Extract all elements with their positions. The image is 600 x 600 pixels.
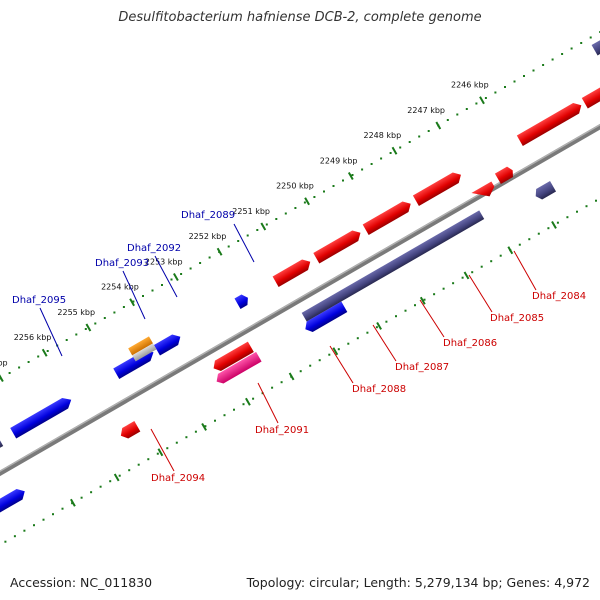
leader-line-dhaf-2086 — [419, 299, 445, 338]
gene-dhaf-2091[interactable] — [211, 341, 254, 374]
major-tick-outer — [85, 323, 92, 332]
gene-dhaf-2096[interactable] — [0, 435, 4, 471]
leader-line-dhaf-2091 — [257, 382, 279, 424]
gene-dhaf-2084b[interactable] — [471, 181, 497, 203]
major-tick-outer — [41, 348, 48, 357]
tick-label: 2255 kbp — [57, 308, 95, 317]
tick-label: 2250 kbp — [276, 182, 314, 191]
gene-dhaf-2090[interactable] — [214, 351, 262, 386]
gene-dhaf-2092[interactable] — [153, 332, 183, 356]
tick-label: 2256 kbp — [14, 333, 52, 342]
genes-minus-strand — [0, 181, 557, 517]
gene-dhaf-2085b[interactable] — [412, 170, 464, 206]
leader-line-dhaf-2084 — [513, 250, 537, 291]
major-tick-inner — [245, 397, 251, 406]
major-tick-outer — [173, 273, 179, 281]
gene-dhaf-2083[interactable] — [516, 100, 584, 146]
major-tick-inner — [376, 321, 382, 330]
gene-dhaf-2087b[interactable] — [313, 228, 363, 264]
major-tick-outer — [347, 172, 354, 180]
leader-line-dhaf-2088 — [329, 345, 354, 384]
accession-text: Accession: NC_011830 — [10, 575, 153, 590]
gene-dhaf-2088n[interactable] — [301, 292, 342, 322]
gene-label-dhaf-2093[interactable]: Dhaf_2093 — [95, 258, 149, 269]
tick-label: 2247 kbp — [407, 106, 445, 115]
major-tick-inner — [551, 220, 557, 229]
major-tick-inner — [70, 498, 76, 507]
major-tick-inner — [201, 422, 207, 431]
gene-label-dhaf-2094[interactable]: Dhaf_2094 — [151, 473, 205, 484]
gene-dhaf-2089[interactable] — [234, 293, 251, 309]
major-tick-outer — [304, 197, 310, 206]
tick-ring-inner — [4, 199, 597, 543]
leader-line-dhaf-2093 — [122, 270, 146, 320]
gene-label-dhaf-2084[interactable]: Dhaf_2084 — [532, 291, 586, 302]
gene-label-dhaf-2095[interactable]: Dhaf_2095 — [12, 295, 66, 306]
major-tick-inner — [419, 296, 426, 305]
gene-label-dhaf-2092[interactable]: Dhaf_2092 — [127, 243, 181, 254]
major-tick-outer — [391, 146, 398, 155]
tick-label: 2253 kbp — [145, 257, 183, 266]
tick-ring-outer — [0, 31, 600, 380]
gene-label-dhaf-2091[interactable]: Dhaf_2091 — [255, 425, 309, 436]
gene-dhaf-2093[interactable] — [113, 347, 156, 379]
tick-label: 2254 kbp — [101, 283, 139, 292]
leader-line-dhaf-2089 — [233, 223, 255, 263]
major-tick-inner — [288, 372, 295, 381]
genome-summary-text: Topology: circular; Length: 5,279,134 bp… — [246, 575, 590, 590]
tick-label: 2249 kbp — [320, 156, 358, 165]
major-tick-outer — [129, 298, 135, 307]
gene-dhaf-2088b[interactable] — [272, 257, 314, 287]
tick-labels: 2246 kbp 2247 kbp 2248 kbp 2249 kbp 2250 kbp… — [0, 81, 557, 507]
gene-label-dhaf-2085[interactable]: Dhaf_2085 — [490, 313, 544, 324]
gene-dhaf-2084[interactable] — [533, 181, 557, 201]
gene-small-red[interactable] — [494, 165, 516, 184]
major-tick-outer — [216, 247, 223, 256]
major-tick-outer — [435, 121, 442, 130]
leader-line-dhaf-2092 — [154, 255, 178, 298]
gene-label-dhaf-2086[interactable]: Dhaf_2086 — [443, 338, 497, 349]
gene-labels: Dhaf_2084 Dhaf_2085 Dhaf_2086 Dhaf_2087 Dhaf… — [12, 210, 586, 484]
gene-dhaf-2088[interactable] — [302, 301, 348, 335]
gene-dhaf-2097[interactable] — [0, 486, 28, 517]
map-title: Desulfitobacterium hafniense DCB-2, comp… — [118, 10, 482, 25]
gene-dhaf-2094[interactable] — [118, 421, 141, 441]
leader-line-dhaf-2094 — [150, 428, 175, 472]
major-tick-outer — [260, 222, 267, 231]
gene-dhaf-2086b[interactable] — [362, 199, 414, 235]
leader-line-dhaf-2085 — [468, 274, 493, 313]
tick-label: 2252 kbp — [189, 232, 227, 241]
major-tick-outer — [0, 374, 4, 382]
major-tick-inner — [113, 473, 120, 482]
tick-label: 2248 kbp — [364, 131, 402, 140]
leader-line-dhaf-2095 — [39, 307, 63, 357]
major-tick-inner — [332, 347, 339, 356]
backbone — [0, 87, 600, 513]
major-tick-inner — [507, 246, 514, 255]
gene-label-dhaf-2088[interactable]: Dhaf_2088 — [352, 384, 406, 395]
major-tick-inner — [463, 271, 470, 280]
gene-label-dhaf-2087[interactable]: Dhaf_2087 — [395, 362, 449, 373]
gene-dhaf-2092b[interactable] — [128, 336, 157, 362]
major-tick-outer — [479, 96, 485, 105]
gene-dhaf-2086[interactable] — [332, 210, 485, 304]
gene-top-right-navy[interactable] — [591, 37, 600, 56]
gene-label-dhaf-2089[interactable]: Dhaf_2089 — [181, 210, 235, 221]
leader-line-dhaf-2087 — [372, 324, 397, 362]
tick-label: 2251 kbp — [232, 207, 270, 216]
tick-label: 2246 kbp — [451, 81, 489, 90]
gene-dhaf-2095[interactable] — [10, 395, 74, 439]
major-tick-inner — [157, 448, 164, 457]
tick-label: 2257 kbp — [0, 358, 8, 367]
gene-dhaf-2082[interactable] — [581, 60, 600, 109]
